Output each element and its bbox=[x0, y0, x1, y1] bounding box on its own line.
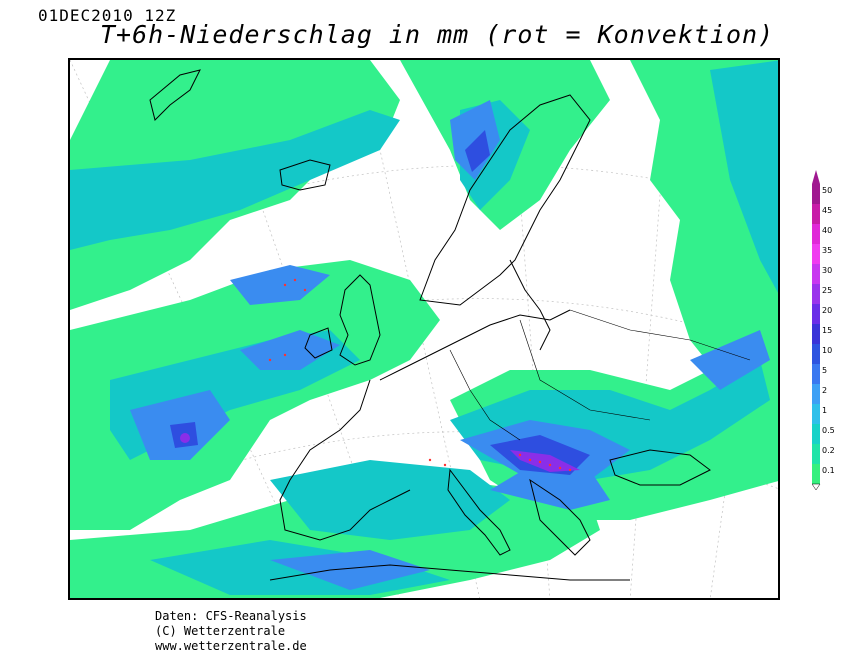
footer-data-source: Daten: CFS-Reanalysis bbox=[155, 609, 307, 623]
legend-swatch bbox=[812, 204, 820, 224]
legend-top-arrow bbox=[812, 170, 820, 184]
chart-title: T+6h-Niederschlag in mm (rot = Konvektio… bbox=[100, 20, 775, 49]
footer-website: www.wetterzentrale.de bbox=[155, 639, 307, 653]
legend-label: 1 bbox=[822, 406, 828, 415]
legend-swatch bbox=[812, 404, 820, 424]
legend-swatch bbox=[812, 184, 820, 204]
legend-swatch bbox=[812, 384, 820, 404]
legend-label: 40 bbox=[822, 226, 833, 235]
footer-copyright: (C) Wetterzentrale bbox=[155, 624, 286, 638]
legend-label: 50 bbox=[822, 186, 833, 195]
coastlines bbox=[149, 69, 751, 581]
precipitation-map bbox=[68, 58, 780, 600]
legend-swatch bbox=[812, 224, 820, 244]
legend-swatch bbox=[812, 284, 820, 304]
legend-label: 45 bbox=[822, 206, 833, 215]
legend-bottom-arrow bbox=[812, 483, 821, 490]
legend-swatch bbox=[812, 464, 820, 484]
legend-label: 35 bbox=[822, 246, 833, 255]
legend-label: 20 bbox=[822, 306, 833, 315]
legend-label: 0.1 bbox=[822, 466, 835, 475]
legend-swatch bbox=[812, 264, 820, 284]
legend-swatch bbox=[812, 444, 820, 464]
legend-bar bbox=[812, 170, 821, 490]
precip-extreme bbox=[180, 433, 580, 472]
footer: Daten: CFS-Reanalysis (C) Wetterzentrale… bbox=[155, 609, 307, 654]
legend-swatch bbox=[812, 304, 820, 324]
legend-label: 15 bbox=[822, 326, 833, 335]
convection-dots bbox=[268, 278, 572, 472]
legend-swatch bbox=[812, 364, 820, 384]
legend-label: 5 bbox=[822, 366, 828, 375]
map-svg bbox=[70, 60, 778, 598]
legend-label: 0.2 bbox=[822, 446, 835, 455]
legend-label: 25 bbox=[822, 286, 833, 295]
legend-label: 10 bbox=[822, 346, 833, 355]
legend-label: 0.5 bbox=[822, 426, 835, 435]
date-label: 01DEC2010 12Z bbox=[38, 6, 177, 25]
legend-swatch bbox=[812, 324, 820, 344]
legend-label: 2 bbox=[822, 386, 828, 395]
color-legend: 50 45 40 35 30 25 20 15 10 5 2 1 0.5 0.2 0.1 bbox=[812, 170, 850, 490]
legend-swatch bbox=[812, 244, 820, 264]
legend-label: 30 bbox=[822, 266, 833, 275]
legend-swatch bbox=[812, 424, 820, 444]
legend-swatch bbox=[812, 344, 820, 364]
